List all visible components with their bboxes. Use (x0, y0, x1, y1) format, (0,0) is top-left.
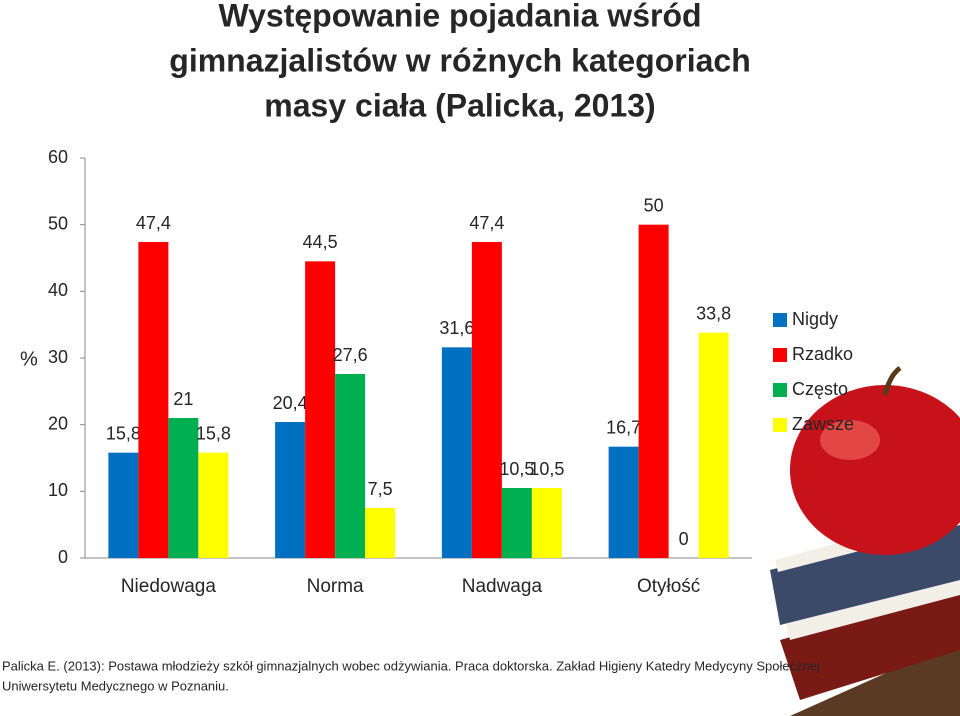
bar (471, 242, 502, 558)
bar (275, 422, 306, 558)
y-tick-label: 60 (48, 147, 68, 167)
bar (638, 224, 669, 558)
y-tick-label: 40 (48, 280, 68, 300)
value-label: 47,4 (469, 213, 504, 233)
value-label: 47,4 (136, 213, 171, 233)
bar (365, 508, 396, 558)
legend-swatch (773, 383, 787, 397)
value-label: 10,5 (529, 459, 564, 479)
chart-title: masy ciała (Palicka, 2013) (264, 87, 655, 123)
apple-books-illustration (770, 365, 960, 716)
y-tick-label: 10 (48, 480, 68, 500)
x-tick-label: Norma (307, 576, 364, 597)
bar (138, 242, 169, 558)
value-label: 16,7 (606, 417, 641, 437)
legend-swatch (773, 418, 787, 432)
y-tick-label: 0 (58, 547, 68, 567)
source-note: Uniwersytetu Medycznego w Poznaniu. (2, 678, 229, 693)
legend-swatch (773, 313, 787, 327)
bar (108, 452, 139, 558)
value-label: 21 (173, 389, 193, 409)
legend-label: Często (792, 379, 848, 399)
bar (198, 452, 229, 558)
legend-label: Zawsze (792, 414, 854, 434)
y-tick-label: 30 (48, 347, 68, 367)
value-label: 10,5 (499, 459, 534, 479)
y-axis-label: % (20, 348, 38, 370)
bar (305, 261, 336, 558)
bar (335, 374, 366, 558)
bar (501, 488, 532, 558)
value-label: 44,5 (303, 232, 338, 252)
bar (441, 347, 472, 558)
x-tick-label: Niedowaga (121, 576, 216, 597)
y-tick-label: 50 (48, 213, 68, 233)
bar (531, 488, 562, 558)
value-label: 15,8 (106, 423, 141, 443)
legend-swatch (773, 348, 787, 362)
chart-title: gimnazjalistów w różnych kategoriach (169, 42, 750, 78)
value-label: 33,8 (696, 303, 731, 323)
value-label: 7,5 (368, 479, 393, 499)
value-label: 0 (679, 529, 689, 549)
x-tick-label: Nadwaga (462, 576, 543, 597)
x-tick-label: Otyłość (637, 576, 700, 597)
chart-title: Występowanie pojadania wśród (218, 0, 701, 33)
value-label: 50 (644, 195, 664, 215)
bar (608, 446, 639, 558)
value-label: 20,4 (273, 393, 308, 413)
bar (698, 332, 729, 558)
source-note: Palicka E. (2013): Postawa młodzieży szk… (2, 658, 820, 673)
bar (168, 418, 199, 558)
value-label: 15,8 (196, 423, 231, 443)
legend-label: Nigdy (792, 309, 838, 329)
y-tick-label: 20 (48, 413, 68, 433)
legend-label: Rzadko (792, 344, 853, 364)
value-label: 27,6 (333, 345, 368, 365)
value-label: 31,6 (439, 318, 474, 338)
